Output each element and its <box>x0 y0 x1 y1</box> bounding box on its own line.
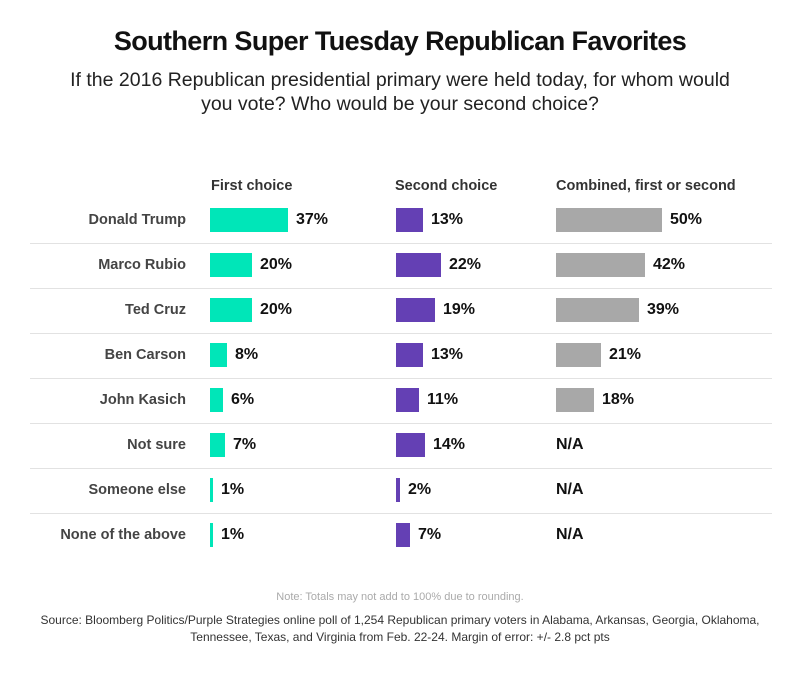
row-label-not-sure: Not sure <box>127 437 186 453</box>
value-label-combined-ted-cruz: 39% <box>647 301 680 318</box>
bar-second-donald-trump <box>396 208 423 232</box>
value-label-second-ted-cruz: 19% <box>443 301 476 318</box>
value-label-second-donald-trump: 13% <box>431 211 464 228</box>
bar-combined-marco-rubio <box>556 253 645 277</box>
bar-combined-john-kasich <box>556 388 594 412</box>
row-label-john-kasich: John Kasich <box>99 392 186 408</box>
bar-combined-ted-cruz <box>556 298 639 322</box>
bar-first-donald-trump <box>210 208 288 232</box>
row-divider <box>30 468 772 469</box>
value-label-combined-marco-rubio: 42% <box>653 256 686 273</box>
bar-second-not-sure <box>396 433 425 457</box>
chart-note: Note: Totals may not add to 100% due to … <box>276 591 524 603</box>
value-label-first-john-kasich: 6% <box>231 391 255 408</box>
row-label-ben-carson: Ben Carson <box>104 347 186 363</box>
bar-first-someone-else <box>210 478 213 502</box>
value-label-second-ben-carson: 13% <box>431 346 464 363</box>
bar-second-ben-carson <box>396 343 423 367</box>
bar-first-not-sure <box>210 433 225 457</box>
value-label-first-marco-rubio: 20% <box>260 256 293 273</box>
bar-combined-donald-trump <box>556 208 662 232</box>
bar-second-marco-rubio <box>396 253 441 277</box>
na-label-combined-someone-else: N/A <box>556 481 584 498</box>
bar-first-ted-cruz <box>210 298 252 322</box>
value-label-second-marco-rubio: 22% <box>449 256 482 273</box>
value-label-second-not-sure: 14% <box>433 436 466 453</box>
row-divider <box>30 513 772 514</box>
value-label-first-donald-trump: 37% <box>296 211 329 228</box>
value-label-second-someone-else: 2% <box>408 481 432 498</box>
bar-second-ted-cruz <box>396 298 435 322</box>
bar-second-none-of-the-above <box>396 523 410 547</box>
value-label-combined-donald-trump: 50% <box>670 211 703 228</box>
row-divider <box>30 423 772 424</box>
column-header-second-choice: Second choice <box>395 178 498 194</box>
chart-subtitle: If the 2016 Republican presidential prim… <box>70 69 730 115</box>
bar-first-marco-rubio <box>210 253 252 277</box>
row-label-donald-trump: Donald Trump <box>88 212 186 228</box>
row-label-someone-else: Someone else <box>88 482 186 498</box>
row-label-marco-rubio: Marco Rubio <box>98 257 186 273</box>
value-label-second-none-of-the-above: 7% <box>418 526 442 543</box>
bar-second-someone-else <box>396 478 400 502</box>
value-label-first-not-sure: 7% <box>233 436 257 453</box>
na-label-combined-none-of-the-above: N/A <box>556 526 584 543</box>
bar-first-none-of-the-above <box>210 523 213 547</box>
value-label-first-someone-else: 1% <box>221 481 245 498</box>
row-divider <box>30 288 772 289</box>
value-label-second-john-kasich: 11% <box>427 391 459 408</box>
bar-first-john-kasich <box>210 388 223 412</box>
value-label-first-none-of-the-above: 1% <box>221 526 245 543</box>
chart-title: Southern Super Tuesday Republican Favori… <box>113 26 687 56</box>
chart-source: Source: Bloomberg Politics/Purple Strate… <box>40 613 760 644</box>
na-label-combined-not-sure: N/A <box>556 436 584 453</box>
value-label-combined-ben-carson: 21% <box>609 346 642 363</box>
row-label-none-of-the-above: None of the above <box>60 527 186 543</box>
column-header-combined: Combined, first or second <box>556 178 736 194</box>
value-label-first-ben-carson: 8% <box>235 346 259 363</box>
column-header-first-choice: First choice <box>211 178 293 194</box>
row-divider <box>30 333 772 334</box>
value-label-first-ted-cruz: 20% <box>260 301 293 318</box>
value-label-combined-john-kasich: 18% <box>602 391 635 408</box>
bar-second-john-kasich <box>396 388 419 412</box>
row-divider <box>30 243 772 244</box>
bar-first-ben-carson <box>210 343 227 367</box>
row-divider <box>30 378 772 379</box>
row-label-ted-cruz: Ted Cruz <box>125 302 186 318</box>
bar-combined-ben-carson <box>556 343 601 367</box>
